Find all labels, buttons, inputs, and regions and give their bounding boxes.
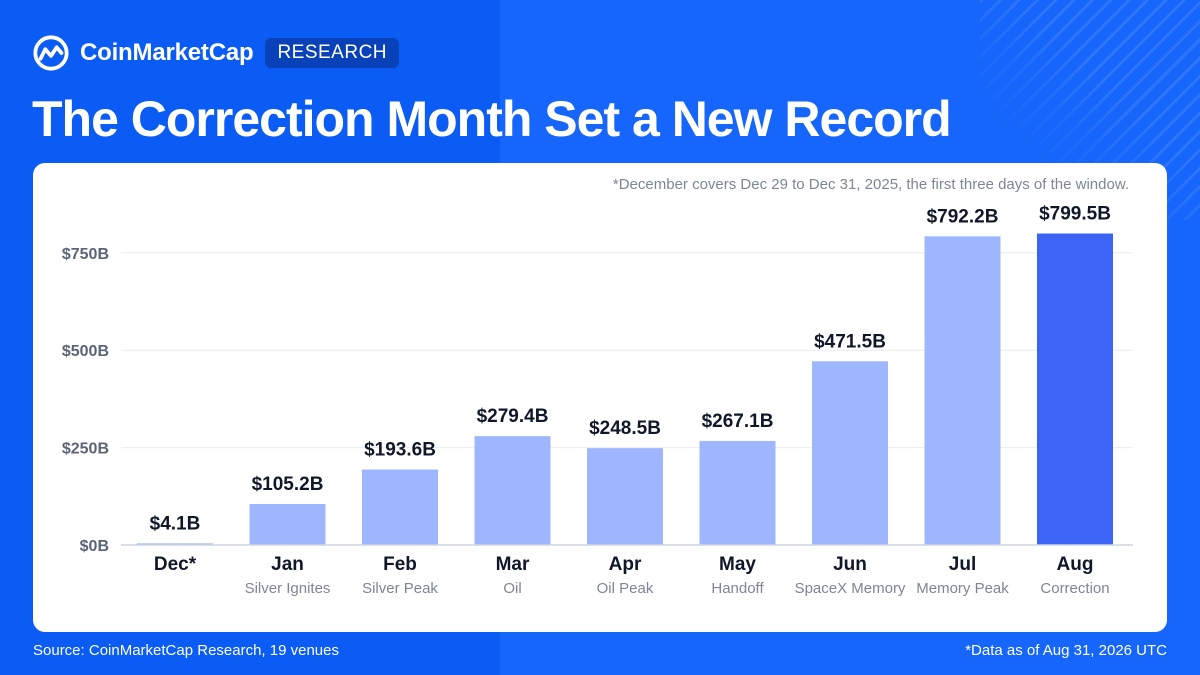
bar-value-label: $193.6B bbox=[364, 440, 436, 461]
category-label: Feb bbox=[383, 554, 417, 575]
bar-value-label: $267.1B bbox=[702, 411, 774, 432]
page-title: The Correction Month Set a New Record bbox=[32, 91, 952, 147]
category-label: Jun bbox=[833, 554, 867, 575]
bar bbox=[137, 543, 213, 545]
category-subtitle: Oil bbox=[503, 580, 521, 597]
y-tick-label: $0B bbox=[80, 538, 109, 555]
category-subtitle: Silver Peak bbox=[362, 580, 438, 597]
data-as-of-note: *Data as of Aug 31, 2026 UTC bbox=[965, 642, 1167, 659]
category-label: Apr bbox=[609, 554, 642, 575]
y-tick-label: $500B bbox=[62, 343, 109, 360]
bar bbox=[812, 361, 888, 545]
bar bbox=[924, 236, 1001, 545]
bar bbox=[699, 440, 776, 545]
chart-footnote: *December covers Dec 29 to Dec 31, 2025,… bbox=[612, 176, 1129, 193]
bar bbox=[249, 504, 326, 545]
category-label: Jul bbox=[949, 554, 976, 575]
bar-value-label: $471.5B bbox=[814, 331, 886, 352]
category-subtitle: Oil Peak bbox=[597, 580, 654, 597]
source-note: Source: CoinMarketCap Research, 19 venue… bbox=[33, 642, 339, 659]
y-tick-label: $250B bbox=[62, 441, 109, 458]
bar-value-label: $105.2B bbox=[252, 474, 324, 495]
header: CoinMarketCap RESEARCH bbox=[32, 34, 400, 72]
bar-value-label: $4.1B bbox=[150, 513, 201, 534]
bar-value-label: $248.5B bbox=[589, 418, 661, 439]
bar-value-label: $799.5B bbox=[1039, 204, 1111, 225]
category-label: May bbox=[719, 554, 756, 575]
bar bbox=[362, 469, 438, 545]
bar-chart: $0B $250B $500B $750B $4.1B Dec* $105.2B Jan Sil… bbox=[62, 204, 1133, 597]
category-label: Jan bbox=[271, 554, 304, 575]
bar-value-label: $792.2B bbox=[927, 206, 999, 227]
coinmarketcap-logo-icon bbox=[33, 35, 69, 71]
category-subtitle: Handoff bbox=[711, 580, 764, 597]
bar-value-label: $279.4B bbox=[477, 406, 549, 427]
bar bbox=[1037, 233, 1113, 545]
research-badge: RESEARCH bbox=[265, 38, 400, 68]
brand-name: CoinMarketCap bbox=[80, 39, 254, 66]
category-label: Dec* bbox=[154, 554, 197, 575]
category-subtitle: Memory Peak bbox=[916, 580, 1009, 597]
category-subtitle: Correction bbox=[1040, 580, 1109, 597]
category-label: Mar bbox=[496, 554, 530, 575]
chart-card: *December covers Dec 29 to Dec 31, 2025,… bbox=[33, 163, 1167, 632]
bar bbox=[587, 448, 663, 545]
category-subtitle: Silver Ignites bbox=[245, 580, 331, 597]
y-tick-label: $750B bbox=[62, 246, 109, 263]
bar bbox=[474, 436, 551, 545]
category-label: Aug bbox=[1057, 554, 1094, 575]
category-subtitle: SpaceX Memory bbox=[795, 580, 906, 597]
